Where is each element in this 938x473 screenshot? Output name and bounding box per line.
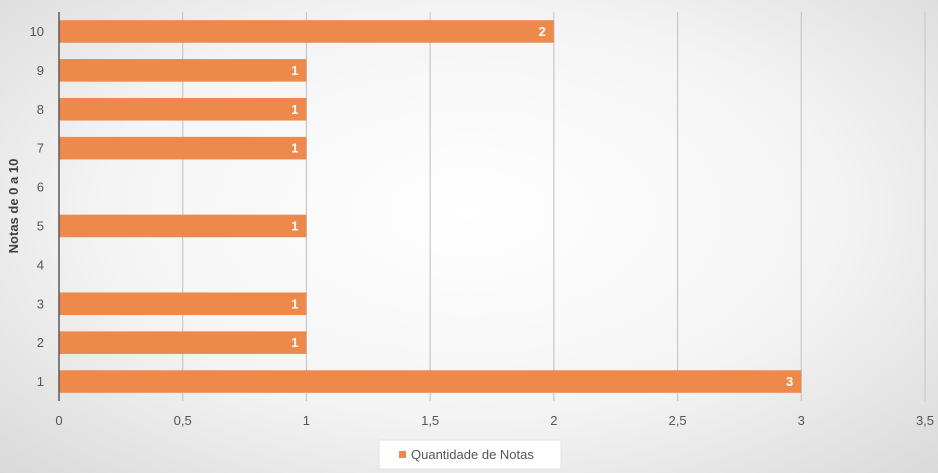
y-tick-label: 8 <box>37 102 44 117</box>
bar[interactable] <box>59 20 554 43</box>
legend-box <box>378 439 562 470</box>
data-label: 2 <box>539 24 546 39</box>
bar[interactable] <box>59 214 307 238</box>
y-tick-label: 9 <box>37 63 44 78</box>
bar[interactable] <box>59 97 307 121</box>
x-tick-label: 0 <box>55 413 62 428</box>
x-tick-label: 1,5 <box>421 413 439 428</box>
y-tick-label: 10 <box>30 24 44 39</box>
x-tick-label: 3,5 <box>916 413 934 428</box>
x-tick-label: 3 <box>798 413 805 428</box>
y-tick-label: 2 <box>37 335 44 350</box>
legend-label: Quantidade de Notas <box>411 447 534 462</box>
legend[interactable]: Quantidade de Notas <box>378 439 562 470</box>
y-tick-label: 6 <box>37 180 44 195</box>
y-tick-label: 7 <box>37 141 44 156</box>
x-tick-labels: 0 0,5 1 1,5 2 2,5 3 3,5 <box>55 413 934 428</box>
data-labels: 3 1 1 1 1 1 1 2 <box>291 24 793 389</box>
y-tick-label: 5 <box>37 218 44 233</box>
x-tick-label: 2,5 <box>669 413 687 428</box>
data-label: 1 <box>291 335 298 350</box>
data-label: 1 <box>291 218 298 233</box>
data-label: 3 <box>786 374 793 389</box>
data-label: 1 <box>291 63 298 78</box>
data-label: 1 <box>291 296 298 311</box>
y-axis-title: Notas de 0 a 10 <box>6 159 21 254</box>
y-tick-label: 1 <box>37 374 44 389</box>
bar[interactable] <box>59 292 307 316</box>
x-tick-label: 1 <box>303 413 310 428</box>
bars <box>59 20 802 393</box>
legend-swatch <box>399 451 406 458</box>
data-label: 1 <box>291 102 298 117</box>
bar[interactable] <box>59 331 307 354</box>
y-tick-labels: 1 2 3 4 5 6 7 8 9 10 <box>30 24 44 389</box>
x-tick-label: 2 <box>550 413 557 428</box>
bar[interactable] <box>59 59 307 82</box>
data-label: 1 <box>291 141 298 156</box>
bar[interactable] <box>59 136 307 160</box>
bar[interactable] <box>59 370 802 393</box>
y-tick-label: 3 <box>37 296 44 311</box>
x-tick-label: 0,5 <box>174 413 192 428</box>
y-tick-label: 4 <box>37 257 44 272</box>
